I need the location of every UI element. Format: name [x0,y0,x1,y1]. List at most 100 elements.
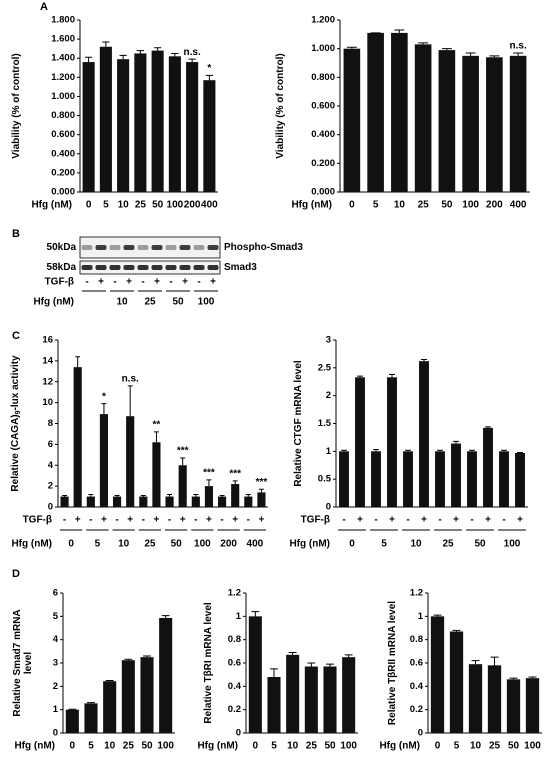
group-label: Hfg (nM) [33,297,74,308]
y-tick-label: 1 [326,446,332,457]
error-bar [509,677,518,680]
error-bar [154,47,162,51]
sign-label: + [485,515,491,526]
bar [159,617,173,733]
bar [509,55,527,193]
bar [387,377,397,507]
dose-label: 400 [247,539,264,550]
bar [191,496,200,507]
dose-label: 200 [220,539,237,550]
sign-label: - [113,277,116,288]
error-bar [167,493,173,497]
blot-band [95,265,107,270]
dose-label: 10 [410,539,422,550]
panel-letter: A [40,1,48,13]
error-bar [206,479,212,487]
error-bar [205,74,213,81]
sign-label: + [75,515,81,526]
bar [99,46,112,192]
y-tick-label: 3 [326,335,331,346]
dose-label: 0 [68,539,74,550]
y-tick-label: 0.600 [51,129,75,140]
error-bar [251,611,260,617]
x-tick-label: 10 [470,741,482,752]
sign-label: + [126,277,132,288]
y-tick-label: 0.400 [51,148,75,159]
bar [525,678,540,733]
bar [126,416,135,507]
dose-label: 100 [194,539,211,550]
bar [304,666,318,733]
bar [140,657,154,733]
x-tick-label: 10 [287,741,299,752]
y-label-text: Viability (% of control) [275,53,286,158]
y-tick-label: 0 [326,502,331,513]
error-bar [441,48,452,51]
blot-band [137,265,149,270]
error-bar [326,663,334,667]
row-label: TGF-β [301,515,330,526]
y-tick-label: 0.8 [228,634,241,645]
bar [165,496,174,507]
error-bar [469,449,475,452]
error-bar [389,374,395,378]
error-bar [307,662,316,667]
sign-label: + [127,515,133,526]
sign-label: - [63,515,66,526]
row-label: TGF-β [45,277,74,288]
protein-label: Phospho-Smad3 [224,242,303,253]
blot-band [151,245,163,250]
y-tick-label: 1.200 [51,72,75,83]
error-bar [373,449,379,452]
panel-letter: C [12,330,20,342]
y-tick-label: 1.2 [228,588,241,599]
x-tick-label: 400 [201,200,218,211]
x-tick-label: 25 [306,741,318,752]
x-axis-label: Hfg (nM) [31,200,72,211]
y-tick-label: 1.000 [311,43,335,54]
error-bar [485,426,491,428]
x-axis-label: Hfg (nM) [379,741,420,752]
y-tick-label: 1 [418,611,424,622]
error-bar [453,440,459,444]
sign-label: + [232,515,238,526]
error-bar [180,457,186,466]
blot-frame [79,260,221,275]
y-tick-label: 0.2 [410,704,423,715]
y-tick-label: 14 [42,355,53,366]
blot-band [137,245,149,250]
sign-label: + [182,277,188,288]
x-tick-label: 25 [489,741,501,752]
y-tick-label: 1.2 [410,588,423,599]
sign-label: - [194,515,197,526]
dose-label: 0 [349,539,355,550]
sign-label: - [342,515,345,526]
error-bar [501,449,507,452]
y-tick-label: 0.400 [311,129,335,140]
y-axis-label: Relative (CAGA)9-lux activity [10,355,22,492]
error-bar [471,660,480,665]
y-label-text: Relative CTGF mRNA level [293,360,304,487]
error-bar [465,52,476,56]
sign-label: - [438,515,441,526]
bar [121,660,135,733]
x-tick-label: 0 [253,741,259,752]
blot-band [81,245,93,250]
error-bar [344,654,353,658]
x-tick-label: 0 [349,200,355,211]
error-bar [119,54,127,60]
x-tick-label: 50 [441,200,453,211]
y-tick-label: 6 [53,588,58,599]
band-size: 58kDa [47,262,77,273]
bar [403,451,413,507]
y-tick-label: 1.800 [51,15,75,26]
error-bar [517,451,523,454]
y-tick-label: 10 [42,397,53,408]
x-tick-label: 10 [394,200,406,211]
dose-label: 5 [95,539,101,550]
bar [117,59,130,192]
significance-label: n.s. [184,47,201,58]
error-bar [161,615,170,618]
blot-band [193,265,205,270]
bar [435,451,445,507]
